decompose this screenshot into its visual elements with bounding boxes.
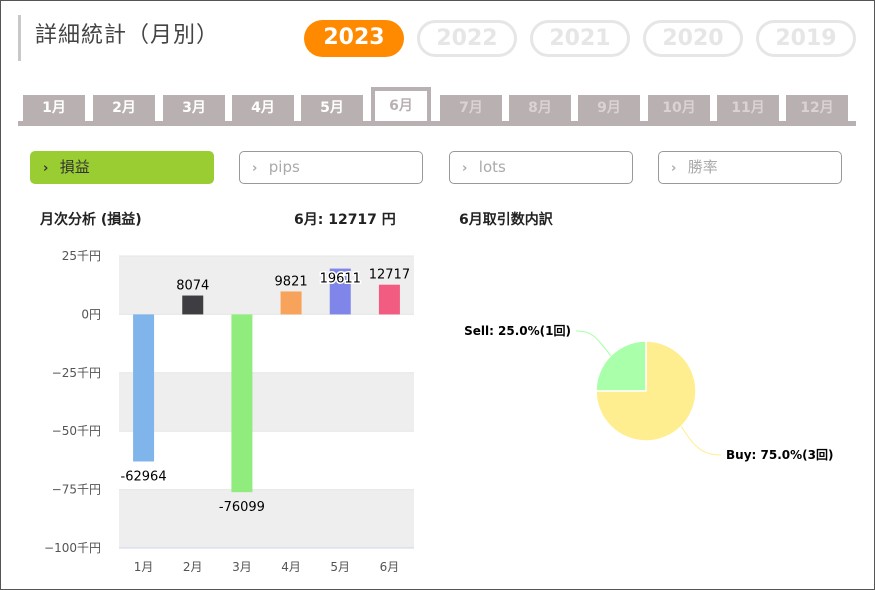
- bar-1[interactable]: [133, 314, 155, 462]
- bar-6[interactable]: [378, 284, 400, 315]
- pie-slice-1[interactable]: [595, 340, 647, 392]
- metric-lots-button[interactable]: › lots: [449, 151, 633, 184]
- pie-connector: [680, 426, 722, 456]
- tab-month-3[interactable]: 3月: [163, 95, 225, 122]
- bar-5[interactable]: [329, 268, 351, 315]
- y-tick-label: −100千円: [44, 541, 101, 555]
- tab-month-7[interactable]: 7月: [440, 95, 502, 122]
- grid-band: [119, 256, 414, 315]
- x-tick-label: 5月: [330, 560, 350, 574]
- month-tab-bar: [18, 121, 856, 126]
- metric-profit-button[interactable]: › 損益: [30, 151, 214, 184]
- y-tick-label: 0円: [81, 307, 101, 321]
- tab-month-6[interactable]: 6月: [371, 87, 431, 125]
- pie-slice-label: Buy: 75.0%(3回): [726, 448, 833, 462]
- x-tick-label: 6月: [380, 560, 400, 574]
- metric-label: 勝率: [687, 158, 718, 176]
- chevron-right-icon: ›: [252, 161, 258, 176]
- bar-data-label: -62964: [121, 469, 167, 484]
- year-2019-button[interactable]: 2019: [756, 20, 856, 57]
- tab-month-8[interactable]: 8月: [509, 95, 571, 122]
- bar-data-label: 12717: [369, 268, 410, 283]
- bar-2[interactable]: [182, 295, 204, 315]
- chevron-right-icon: ›: [462, 161, 468, 176]
- bar-4[interactable]: [280, 291, 302, 315]
- chevron-right-icon: ›: [671, 161, 677, 176]
- bar-data-label: -76099: [219, 500, 265, 515]
- metric-label: lots: [478, 158, 506, 176]
- tab-month-2[interactable]: 2月: [93, 95, 155, 122]
- tab-month-12[interactable]: 12月: [786, 95, 848, 122]
- year-2020-button[interactable]: 2020: [643, 20, 743, 57]
- tab-month-10[interactable]: 10月: [648, 95, 710, 122]
- grid-band: [119, 372, 414, 432]
- trade-breakdown-pie-chart: Sell: 25.0%(1回) Buy: 75.0%(3回): [464, 324, 833, 462]
- pie-slice-label: Sell: 25.0%(1回): [464, 324, 571, 338]
- x-tick-label: 2月: [183, 560, 203, 574]
- chevron-right-icon: ›: [43, 161, 49, 176]
- monthly-summary: 6月: 12717 円: [294, 212, 396, 228]
- metric-label: 損益: [59, 158, 90, 176]
- metric-winrate-button[interactable]: › 勝率: [658, 151, 842, 184]
- tab-month-4[interactable]: 4月: [232, 95, 294, 122]
- grid-band: [119, 489, 414, 548]
- bar-data-label: 19611: [320, 272, 361, 287]
- bar-3[interactable]: [231, 314, 253, 493]
- tab-month-1[interactable]: 1月: [23, 95, 85, 122]
- tab-month-9[interactable]: 9月: [578, 95, 640, 122]
- pie-connector: [575, 330, 612, 356]
- metric-label: pips: [268, 158, 300, 176]
- tab-month-11[interactable]: 11月: [717, 95, 779, 122]
- bar-data-label: 8074: [176, 279, 209, 294]
- metric-pips-button[interactable]: › pips: [239, 151, 423, 184]
- x-tick-label: 4月: [281, 560, 301, 574]
- tab-month-5[interactable]: 5月: [301, 95, 363, 122]
- y-tick-label: 25千円: [62, 249, 101, 263]
- year-2021-button[interactable]: 2021: [530, 20, 630, 57]
- monthly-analysis-heading: 月次分析 (損益): [40, 212, 142, 228]
- monthly-bar-chart: 25千円 0円 −25千円 −50千円 −75千円 −100千円 -62964 8074 -7…: [44, 249, 414, 574]
- y-tick-label: −25千円: [52, 366, 101, 380]
- year-2023-button[interactable]: 2023: [304, 20, 404, 57]
- y-tick-label: −50千円: [52, 424, 101, 438]
- breakdown-heading: 6月取引数内訳: [459, 212, 553, 228]
- x-tick-label: 3月: [232, 560, 252, 574]
- year-selector: 2023 2022 2021 2020 2019: [304, 20, 856, 57]
- bar-data-label: 9821: [275, 274, 308, 289]
- x-tick-label: 1月: [134, 560, 154, 574]
- month-tabs: 1月 2月 3月 4月 5月 6月 7月 8月 9月 10月 11月 12月: [23, 87, 857, 125]
- y-tick-label: −75千円: [52, 483, 101, 497]
- year-2022-button[interactable]: 2022: [417, 20, 517, 57]
- page-title: 詳細統計（月別）: [18, 15, 219, 61]
